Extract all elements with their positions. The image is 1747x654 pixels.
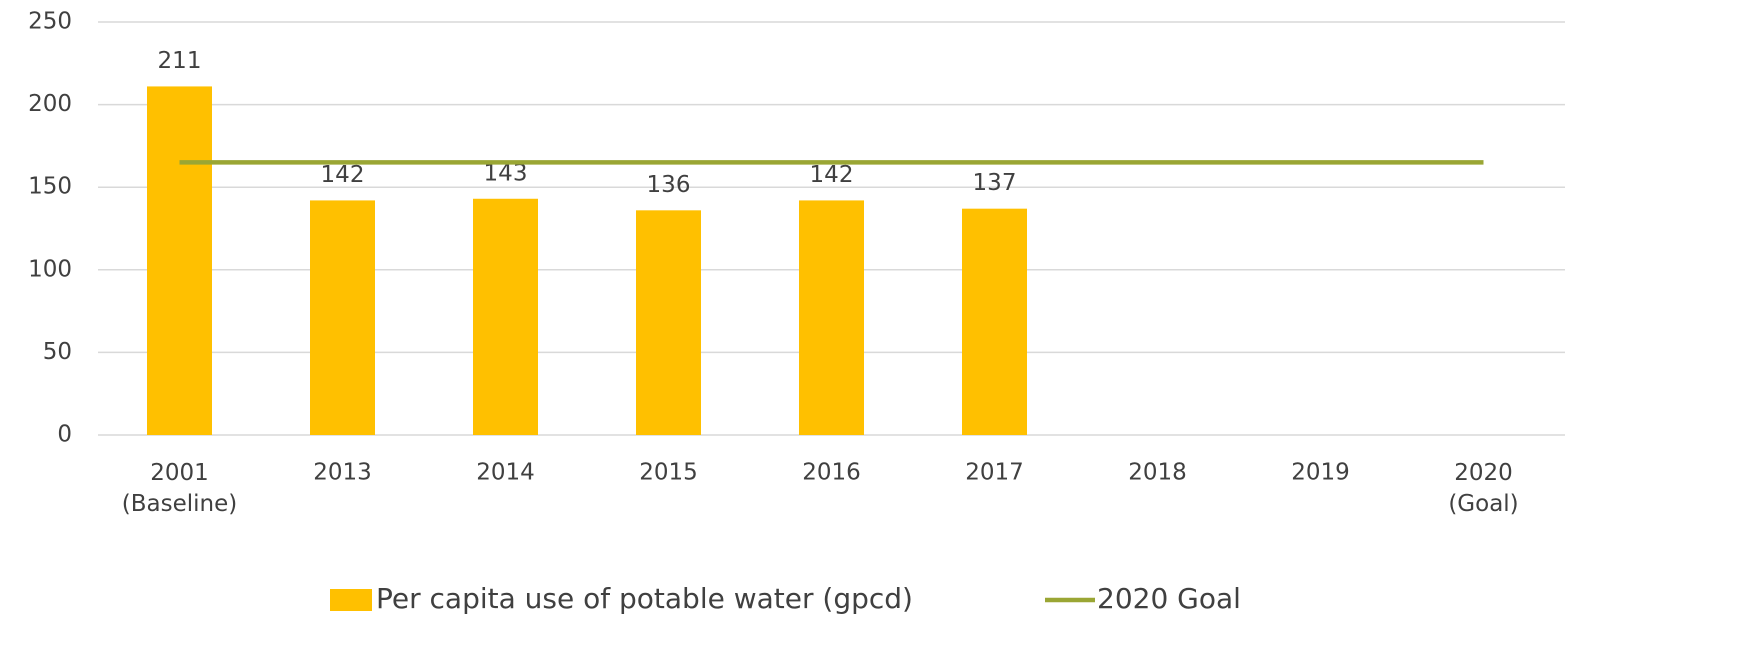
x-tick-label: 2018 bbox=[1128, 460, 1187, 486]
bar bbox=[799, 200, 864, 435]
y-tick-label: 50 bbox=[43, 339, 72, 365]
x-tick-label: 2013 bbox=[313, 460, 372, 486]
y-tick-label: 150 bbox=[28, 174, 72, 200]
bar bbox=[310, 200, 375, 435]
y-tick-label: 0 bbox=[57, 422, 72, 448]
x-tick-label: 2019 bbox=[1291, 460, 1350, 486]
x-tick-label: 2016 bbox=[802, 460, 861, 486]
x-tick-label: 2017 bbox=[965, 460, 1024, 486]
y-tick-label: 100 bbox=[28, 256, 72, 282]
bar bbox=[147, 86, 212, 435]
bar bbox=[962, 208, 1027, 435]
data-label: 136 bbox=[647, 172, 691, 198]
legend-swatch bbox=[330, 589, 372, 611]
legend-label: Per capita use of potable water (gpcd) bbox=[376, 582, 913, 615]
data-label: 211 bbox=[158, 48, 202, 74]
x-tick-label: 2014 bbox=[476, 460, 535, 486]
y-tick-label: 200 bbox=[28, 91, 72, 117]
data-label: 142 bbox=[321, 162, 365, 188]
y-tick-label: 250 bbox=[28, 9, 72, 35]
legend-label: 2020 Goal bbox=[1097, 582, 1241, 615]
bar bbox=[473, 198, 538, 435]
bar bbox=[636, 210, 701, 435]
data-label: 142 bbox=[810, 162, 854, 188]
data-label: 137 bbox=[973, 170, 1017, 196]
x-tick-label: 2001 (Baseline) bbox=[122, 460, 237, 517]
x-tick-label: 2020 (Goal) bbox=[1448, 460, 1518, 517]
x-tick-label: 2015 bbox=[639, 460, 698, 486]
